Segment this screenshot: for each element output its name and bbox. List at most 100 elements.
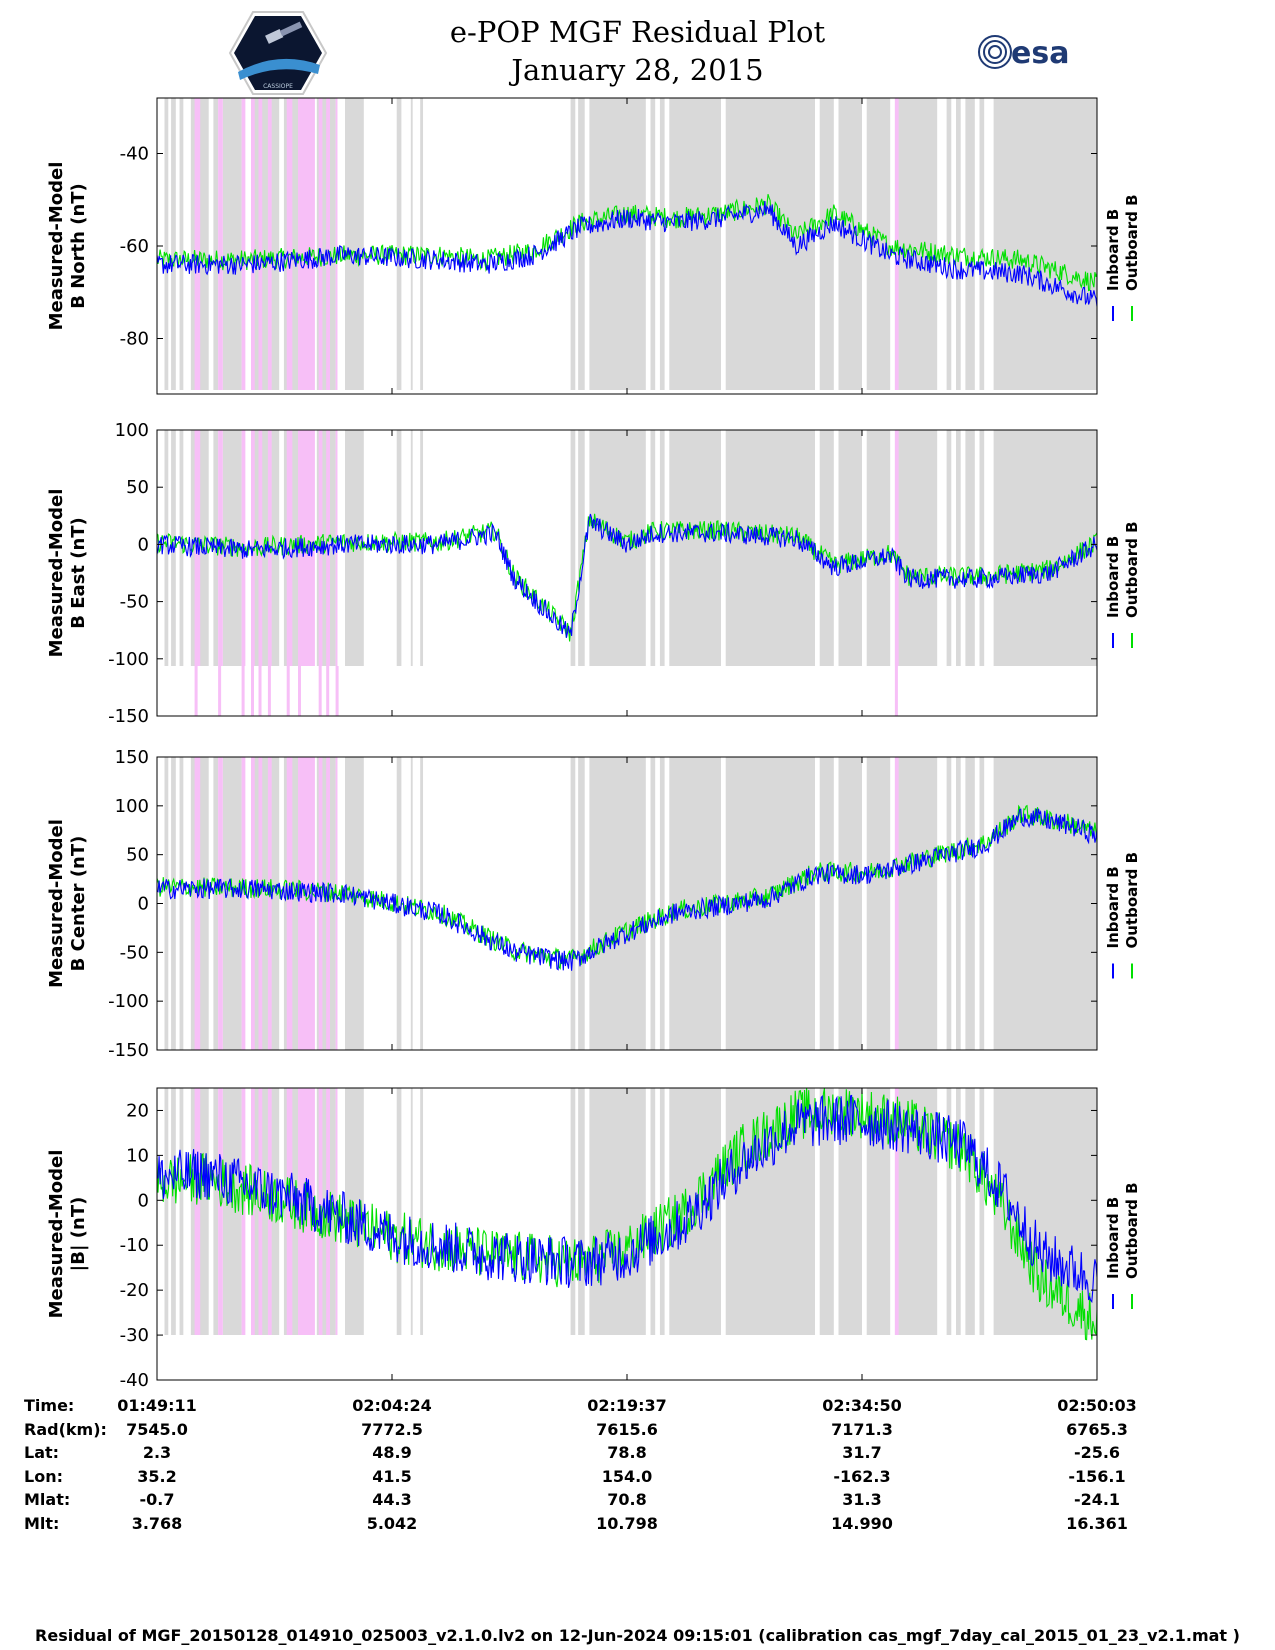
pink-band bbox=[251, 666, 254, 716]
y-tick-label: -40 bbox=[120, 1370, 149, 1391]
gray-band bbox=[420, 1088, 424, 1335]
y-axis-label-line1: Measured-Model bbox=[46, 819, 67, 988]
pink-band bbox=[218, 98, 223, 390]
table-cell: 154.0 bbox=[601, 1467, 653, 1486]
gray-band bbox=[956, 98, 961, 390]
pink-band bbox=[251, 1088, 255, 1335]
gray-band bbox=[345, 1088, 364, 1335]
gray-band bbox=[946, 757, 952, 1050]
pink-band bbox=[241, 757, 246, 1050]
pink-band bbox=[267, 666, 271, 716]
y-tick-label: 0 bbox=[138, 1190, 149, 1211]
table-cell: 02:34:50 bbox=[822, 1396, 902, 1415]
gray-band bbox=[725, 1088, 815, 1335]
pink-band bbox=[894, 1088, 899, 1335]
y-axis-label-line2: B East (nT) bbox=[68, 517, 89, 629]
pink-band bbox=[258, 666, 262, 716]
gray-band bbox=[578, 757, 585, 1050]
gray-band bbox=[979, 757, 985, 1050]
outboard-series-line bbox=[156, 513, 1098, 642]
table-cell: 7171.3 bbox=[831, 1420, 893, 1439]
panel-3: -150 -100 -50 0 50 100 150 Measured-ModelB Cent… bbox=[46, 747, 1141, 1061]
gray-band bbox=[179, 98, 184, 390]
pink-band bbox=[326, 98, 330, 390]
y-tick-label: -50 bbox=[120, 942, 149, 963]
table-row-label: Lon: bbox=[24, 1467, 63, 1486]
legend-inboard-label: Inboard B bbox=[1104, 866, 1122, 948]
pink-band bbox=[286, 1088, 293, 1335]
gray-band bbox=[659, 757, 665, 1050]
gray-band bbox=[965, 430, 975, 666]
table-cell: -156.1 bbox=[1068, 1467, 1126, 1486]
cassiope-logo: CASSIOPE bbox=[228, 11, 328, 95]
inboard-series-line bbox=[156, 200, 1098, 307]
gray-band bbox=[213, 1088, 219, 1335]
y-tick-label: 20 bbox=[126, 1100, 149, 1121]
pink-band bbox=[241, 98, 246, 390]
chart-subtitle-date: January 28, 2015 bbox=[511, 53, 764, 87]
esa-logo: esa bbox=[978, 35, 1069, 71]
table-cell: 02:50:03 bbox=[1057, 1396, 1137, 1415]
y-tick-label: -30 bbox=[120, 1325, 149, 1346]
pink-band bbox=[194, 757, 201, 1050]
y-axis-label-line1: Measured-Model bbox=[46, 489, 67, 658]
gray-band bbox=[222, 1088, 242, 1335]
panel-2: -150 -100 -50 0 50 100 Measured-ModelB East (n… bbox=[46, 420, 1141, 727]
gray-band bbox=[578, 1088, 585, 1335]
legend-outboard-label: Outboard B bbox=[1123, 194, 1141, 291]
gray-band bbox=[993, 98, 1097, 390]
gray-band bbox=[410, 98, 413, 390]
outboard-series-line bbox=[156, 1088, 1098, 1341]
y-tick-label: -150 bbox=[108, 1040, 149, 1061]
gray-band bbox=[164, 757, 169, 1050]
table-cell: 35.2 bbox=[137, 1467, 177, 1486]
pink-band bbox=[194, 666, 198, 716]
gray-band bbox=[993, 757, 1097, 1050]
table-cell: 7615.6 bbox=[596, 1420, 658, 1439]
table-cell: 31.7 bbox=[842, 1443, 882, 1462]
gray-band bbox=[570, 98, 576, 390]
pink-band bbox=[218, 757, 223, 1050]
inboard-series-line bbox=[156, 808, 1098, 971]
table-cell: 48.9 bbox=[372, 1443, 412, 1462]
pink-band bbox=[267, 98, 272, 390]
gray-band bbox=[570, 430, 576, 666]
inboard-series-line bbox=[156, 1094, 1098, 1304]
gray-band bbox=[866, 1088, 891, 1335]
pink-band bbox=[286, 757, 293, 1050]
gray-band bbox=[171, 98, 176, 390]
pink-band bbox=[298, 666, 301, 716]
y-axis-label-line1: Measured-Model bbox=[46, 162, 67, 331]
pink-band bbox=[318, 757, 323, 1050]
gray-band bbox=[164, 98, 169, 390]
chart-title: e-POP MGF Residual Plot bbox=[449, 15, 826, 49]
gray-band bbox=[179, 757, 184, 1050]
y-axis-label-line2: |B| (nT) bbox=[68, 1197, 89, 1272]
pink-band bbox=[335, 98, 338, 390]
y-tick-label: -50 bbox=[120, 592, 149, 613]
gray-band bbox=[659, 98, 665, 390]
table-cell: 31.3 bbox=[842, 1490, 882, 1509]
pink-band bbox=[258, 757, 263, 1050]
y-tick-label: -40 bbox=[120, 144, 149, 165]
gray-band bbox=[650, 430, 656, 666]
gray-band bbox=[946, 430, 952, 666]
legend-inboard-label: Inboard B bbox=[1104, 209, 1122, 291]
y-tick-label: -100 bbox=[108, 991, 149, 1012]
table-cell: 44.3 bbox=[372, 1490, 412, 1509]
pink-band bbox=[194, 1088, 201, 1335]
y-tick-label: 100 bbox=[115, 796, 149, 817]
gray-band bbox=[396, 757, 402, 1050]
y-tick-label: -20 bbox=[120, 1280, 149, 1301]
gray-band bbox=[171, 1088, 176, 1335]
pink-band bbox=[241, 1088, 246, 1335]
gray-band bbox=[570, 757, 576, 1050]
gray-band bbox=[396, 98, 402, 390]
gray-band bbox=[838, 1088, 862, 1335]
table-cell: 16.361 bbox=[1066, 1514, 1128, 1533]
gray-band bbox=[838, 430, 862, 666]
gray-band bbox=[396, 1088, 402, 1335]
table-cell: -162.3 bbox=[833, 1467, 891, 1486]
outboard-series-line bbox=[156, 804, 1098, 970]
y-axis-label-line2: B North (nT) bbox=[68, 183, 89, 309]
